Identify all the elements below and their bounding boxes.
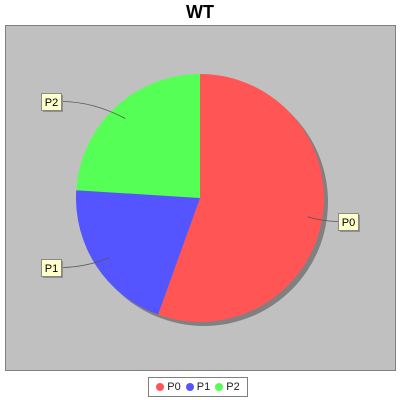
legend-swatch — [185, 383, 194, 391]
legend-label: P2 — [226, 381, 240, 393]
legend-label: P1 — [196, 381, 211, 393]
chart-title: WT — [186, 2, 214, 22]
legend-item-p2: P2 — [215, 381, 240, 393]
legend: P0 P1 P2 — [148, 377, 248, 397]
slice-label-box — [41, 259, 62, 277]
pie-slice-p1 — [75, 190, 200, 315]
label-leader-line — [60, 101, 126, 119]
slice-label: P0 — [342, 217, 355, 229]
pie-slice-p2 — [76, 73, 200, 198]
label-leader-line — [60, 257, 109, 268]
slice-label-box — [338, 213, 359, 231]
slice-label: P1 — [45, 263, 58, 275]
slice-label: P2 — [45, 97, 58, 109]
legend-item-p0: P0 — [156, 381, 181, 393]
legend-item-p1: P1 — [185, 381, 211, 393]
legend-swatch — [156, 383, 165, 391]
label-leader-line — [307, 216, 339, 222]
legend-swatch — [215, 383, 224, 391]
legend-label: P0 — [167, 381, 181, 393]
pie-slice-p0 — [158, 74, 325, 322]
slice-label-box — [41, 93, 62, 111]
